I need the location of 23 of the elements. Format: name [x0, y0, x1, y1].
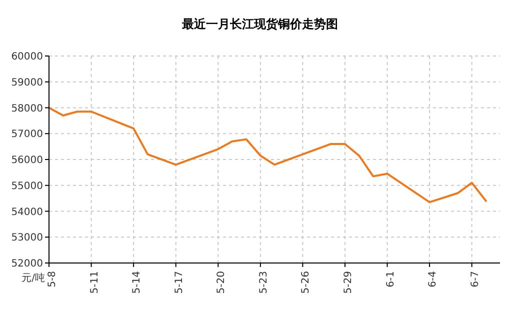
- y-axis-title: 元/吨: [22, 272, 45, 284]
- line-series: [48, 106, 487, 204]
- y-tick-label: 58000: [11, 103, 43, 114]
- x-tick-label: 5-11: [89, 271, 100, 294]
- y-tick-label: 55000: [11, 180, 43, 192]
- y-tick-label: 59000: [11, 77, 43, 88]
- x-tick-label: 5-26: [300, 271, 312, 294]
- y-tick-label: 53000: [11, 232, 43, 244]
- chart-title: 最近一月长江现货铜价走势图: [181, 17, 338, 31]
- x-tick-label: 6-7: [470, 271, 481, 288]
- x-tick-label: 5-14: [132, 271, 143, 294]
- x-tick-label: 5-8: [47, 271, 58, 288]
- x-tick-label: 5-20: [216, 271, 228, 294]
- y-tick-label: 57000: [11, 129, 43, 140]
- x-tick-label: 5-17: [174, 271, 185, 294]
- y-tick-label: 52000: [11, 258, 43, 270]
- x-tick-label: 6-4: [428, 271, 439, 288]
- x-tick-label: 5-29: [342, 271, 354, 294]
- y-tick-label: 56000: [11, 155, 43, 166]
- y-tick-label: 60000: [11, 52, 43, 62]
- y-tick-label: 54000: [11, 206, 43, 218]
- x-tick-label: 5-23: [258, 271, 270, 294]
- x-tick-label: 6-1: [385, 271, 396, 288]
